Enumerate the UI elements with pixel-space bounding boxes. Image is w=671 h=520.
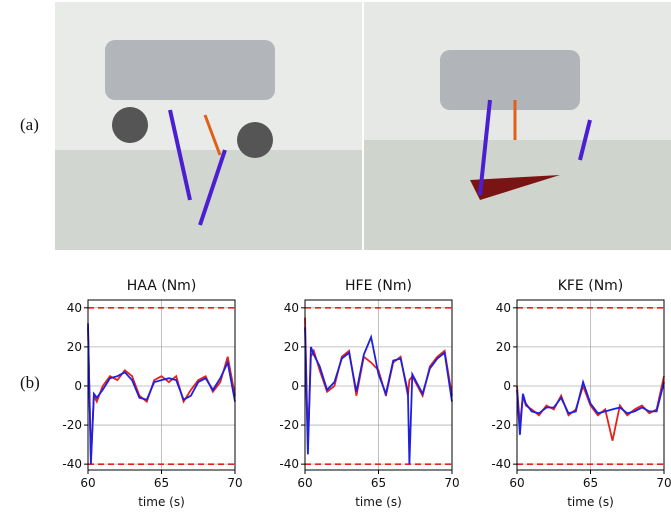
- x-tick-label: 60: [80, 476, 95, 490]
- line-chart: HAA (Nm) time (s) -40 -20 0 20 40 60 65 70: [62, 278, 242, 509]
- x-axis-label: time (s): [567, 495, 614, 509]
- y-tick-label: 0: [291, 379, 299, 393]
- y-tick-label: 0: [74, 379, 82, 393]
- chart-title: KFE (Nm): [558, 278, 624, 294]
- y-tick-label: 40: [496, 301, 511, 315]
- x-tick-label: 70: [656, 476, 671, 490]
- x-tick-label: 70: [444, 476, 459, 490]
- line-chart: KFE (Nm) time (s) -40 -20 0 20 40 60 65 70: [491, 278, 671, 509]
- x-tick-label: 70: [227, 476, 242, 490]
- y-tick-label: -40: [491, 457, 511, 471]
- series-line: [516, 378, 665, 435]
- series-line: [304, 327, 453, 465]
- photo-left: [55, 2, 362, 250]
- line-chart: HFE (Nm) time (s) -40 -20 0 20 40 60 65 70: [279, 278, 459, 509]
- y-tick-label: -40: [279, 457, 299, 471]
- plot-frame: [304, 299, 453, 471]
- x-tick-label: 60: [509, 476, 524, 490]
- x-tick-label: 65: [371, 476, 386, 490]
- plot-frame: [516, 299, 665, 471]
- y-tick-label: 20: [67, 340, 82, 354]
- y-tick-label: 0: [503, 379, 511, 393]
- series-line: [87, 323, 236, 465]
- x-tick-label: 60: [297, 476, 312, 490]
- chart-title: HFE (Nm): [345, 278, 412, 294]
- y-tick-label: -20: [491, 418, 511, 432]
- panel-label: (a): [20, 115, 39, 134]
- y-tick-label: -40: [62, 457, 82, 471]
- y-tick-label: 40: [284, 301, 299, 315]
- x-axis-label: time (s): [355, 495, 402, 509]
- y-tick-label: 40: [67, 301, 82, 315]
- plot-frame: [87, 299, 236, 471]
- y-tick-label: -20: [62, 418, 82, 432]
- y-tick-label: 20: [284, 340, 299, 354]
- y-tick-label: 20: [496, 340, 511, 354]
- y-tick-label: -20: [279, 418, 299, 432]
- x-tick-label: 65: [154, 476, 169, 490]
- x-axis-label: time (s): [138, 495, 185, 509]
- panel-label: (b): [20, 373, 40, 392]
- x-tick-label: 65: [583, 476, 598, 490]
- chart-title: HAA (Nm): [127, 278, 197, 294]
- photo-right: [364, 2, 671, 250]
